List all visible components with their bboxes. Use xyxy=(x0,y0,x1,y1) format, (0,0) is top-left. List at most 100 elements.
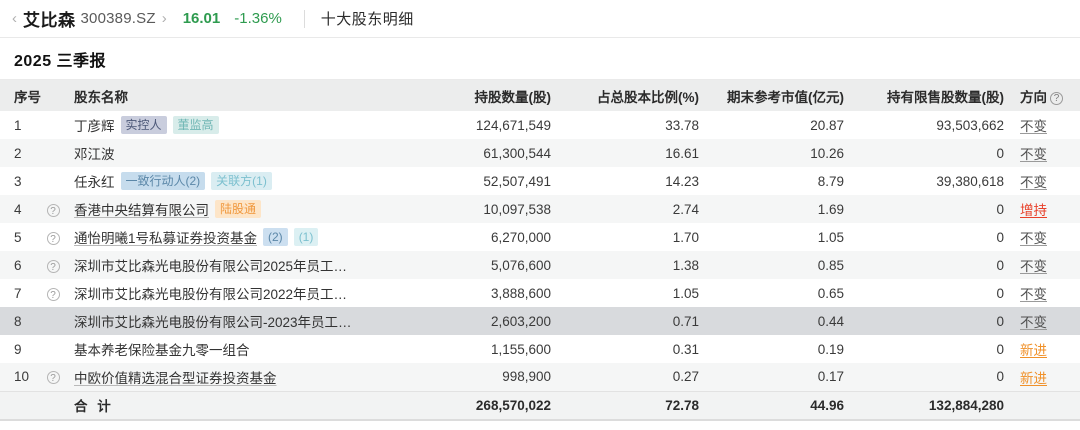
holder-direction[interactable]: 不变 xyxy=(1020,175,1047,190)
column-header-percent: 占总股本比例(%) xyxy=(559,80,707,111)
holder-direction[interactable]: 新进 xyxy=(1020,343,1047,358)
row-index: 2 xyxy=(0,139,40,167)
holder-limited-shares: 0 xyxy=(852,195,1012,223)
question-circle-icon[interactable]: ? xyxy=(1050,91,1063,105)
holder-direction[interactable]: 不变 xyxy=(1020,287,1047,302)
holder-direction[interactable]: 不变 xyxy=(1020,119,1047,134)
row-index: 3 xyxy=(0,167,40,195)
total-direction xyxy=(1012,390,1080,419)
holder-market-value: 0.17 xyxy=(707,363,852,391)
table-row[interactable]: 1 丁彦辉 实控人 董监高 124,671,549 33.78 20.87 93,503,66… xyxy=(0,111,1080,139)
table-row[interactable]: 5? 通怡明曦1号私募证券投资基金 (2) (1) 6,270,000 1.70 1.05 0… xyxy=(0,223,1080,251)
holder-name-cell: 深圳市艾比森光电股份有限公司2025年员工… xyxy=(66,251,404,279)
holder-tag[interactable]: 董监高 xyxy=(172,116,219,134)
holder-tag[interactable]: 一致行动人(2) xyxy=(120,172,206,190)
chevron-left-icon[interactable]: ‹ xyxy=(12,10,17,27)
holder-name-wrapper: 任永红 一致行动人(2) 关联方(1) xyxy=(74,171,396,191)
holder-shares: 52,507,491 xyxy=(404,167,559,195)
total-index-spacer xyxy=(0,390,40,419)
column-header-index: 序号 xyxy=(0,80,41,111)
holder-name-cell: 深圳市艾比森光电股份有限公司2022年员工… xyxy=(66,279,404,307)
row-help-cell[interactable]: ? xyxy=(40,251,66,279)
table-row[interactable]: 6? 深圳市艾比森光电股份有限公司2025年员工… 5,076,600 1.38 0.8… xyxy=(0,251,1080,279)
holder-name: 深圳市艾比森光电股份有限公司2022年员工… xyxy=(74,287,348,302)
holder-tag[interactable]: (1) xyxy=(293,228,319,246)
row-help-cell[interactable]: ? xyxy=(40,195,66,223)
row-help-cell xyxy=(40,307,66,335)
column-header-value: 期末参考市值(亿元) xyxy=(707,80,852,111)
table-row[interactable]: 8 深圳市艾比森光电股份有限公司-2023年员工… 2,603,200 0.71 0.4… xyxy=(0,307,1080,335)
table-row[interactable]: 3 任永红 一致行动人(2) 关联方(1) 52,507,491 14.23 8.79 39,… xyxy=(0,167,1080,195)
holder-market-value: 1.69 xyxy=(707,195,852,223)
holder-direction-cell: 不变 xyxy=(1012,167,1080,195)
section-title[interactable]: 十大股东明细 xyxy=(320,11,414,28)
holder-direction[interactable]: 不变 xyxy=(1020,147,1047,162)
holder-name[interactable]: 香港中央结算有限公司 xyxy=(74,203,209,218)
holder-name[interactable]: 中欧价值精选混合型证券投资基金 xyxy=(74,370,277,386)
holder-name[interactable]: 通怡明曦1号私募证券投资基金 xyxy=(74,231,258,246)
holder-name-wrapper: 基本养老保险基金九零一组合 xyxy=(74,339,396,359)
holder-direction[interactable]: 增持 xyxy=(1020,203,1047,218)
holder-name-cell: 通怡明曦1号私募证券投资基金 (2) (1) xyxy=(66,223,404,251)
holder-percent: 1.05 xyxy=(559,279,707,307)
holder-direction-cell: 不变 xyxy=(1012,139,1080,167)
holder-market-value: 20.87 xyxy=(707,111,852,139)
holder-limited-shares: 0 xyxy=(852,363,1012,391)
holder-percent: 14.23 xyxy=(559,167,707,195)
question-circle-icon[interactable]: ? xyxy=(46,371,60,385)
table-row[interactable]: 9 基本养老保险基金九零一组合 1,155,600 0.31 0.19 0 新进 xyxy=(0,335,1080,363)
table-row[interactable]: 7? 深圳市艾比森光电股份有限公司2022年员工… 3,888,600 1.05 0.6… xyxy=(0,279,1080,307)
holder-tag[interactable]: 陆股通 xyxy=(215,200,262,218)
row-help-cell[interactable]: ? xyxy=(40,363,66,391)
holder-limited-shares: 0 xyxy=(852,139,1012,167)
holder-direction-cell: 不变 xyxy=(1012,307,1080,335)
holder-market-value: 0.65 xyxy=(707,279,852,307)
column-header-shares: 持股数量(股) xyxy=(404,80,559,111)
holder-name-wrapper: 香港中央结算有限公司 陆股通 xyxy=(74,199,396,219)
holder-tag[interactable]: (2) xyxy=(263,228,288,246)
chevron-right-icon[interactable]: › xyxy=(161,10,167,27)
row-index: 8 xyxy=(0,307,40,335)
holder-percent: 0.71 xyxy=(559,307,707,335)
table-row[interactable]: 2 邓江波 61,300,544 16.61 10.26 0 不变 xyxy=(0,139,1080,167)
holder-name-wrapper: 邓江波 xyxy=(74,143,396,163)
total-market-value: 44.96 xyxy=(707,390,852,419)
holder-direction[interactable]: 不变 xyxy=(1020,259,1047,274)
question-circle-icon[interactable]: ? xyxy=(46,203,60,217)
row-help-cell[interactable]: ? xyxy=(40,223,66,251)
holder-market-value: 0.19 xyxy=(707,335,852,363)
holder-limited-shares: 0 xyxy=(852,223,1012,251)
column-header-spacer xyxy=(40,80,66,111)
table-row[interactable]: 10? 中欧价值精选混合型证券投资基金 998,900 0.27 0.17 0 新进 xyxy=(0,363,1080,391)
row-index: 6 xyxy=(0,251,40,279)
holder-direction-cell: 增持 xyxy=(1012,195,1080,223)
row-help-cell xyxy=(40,167,66,195)
question-circle-icon[interactable]: ? xyxy=(46,287,60,301)
holder-tag[interactable]: 实控人 xyxy=(120,116,167,134)
holder-market-value: 8.79 xyxy=(707,167,852,195)
row-help-cell[interactable]: ? xyxy=(40,279,66,307)
holder-name-cell: 邓江波 xyxy=(66,139,404,167)
holder-name-cell: 基本养老保险基金九零一组合 xyxy=(66,335,404,363)
question-circle-icon[interactable]: ? xyxy=(46,259,60,273)
holder-tag[interactable]: 关联方(1) xyxy=(211,172,272,190)
stock-price: 16.01 xyxy=(182,10,221,27)
column-header-name: 股东名称 xyxy=(66,80,404,111)
holder-direction[interactable]: 不变 xyxy=(1020,315,1047,330)
report-period-header: 2025 三季报 xyxy=(0,38,1080,80)
question-circle-icon[interactable]: ? xyxy=(46,231,60,245)
row-index: 7 xyxy=(0,279,40,307)
holder-direction[interactable]: 不变 xyxy=(1020,231,1047,246)
stock-name[interactable]: 艾比森 xyxy=(23,11,76,30)
holder-direction[interactable]: 新进 xyxy=(1020,370,1047,386)
holder-shares: 998,900 xyxy=(404,363,559,391)
table-total-row: 合 计 268,570,022 72.78 44.96 132,884,280 xyxy=(0,390,1080,419)
holder-name-wrapper: 丁彦辉 实控人 董监高 xyxy=(74,115,396,135)
holder-direction-cell: 不变 xyxy=(1012,111,1080,139)
holder-shares: 6,270,000 xyxy=(404,223,559,251)
total-shares: 268,570,022 xyxy=(404,390,559,419)
holder-market-value: 10.26 xyxy=(707,139,852,167)
table-row[interactable]: 4? 香港中央结算有限公司 陆股通 10,097,538 2.74 1.69 0 增持 xyxy=(0,195,1080,223)
holder-direction-cell: 不变 xyxy=(1012,251,1080,279)
row-help-cell xyxy=(40,335,66,363)
